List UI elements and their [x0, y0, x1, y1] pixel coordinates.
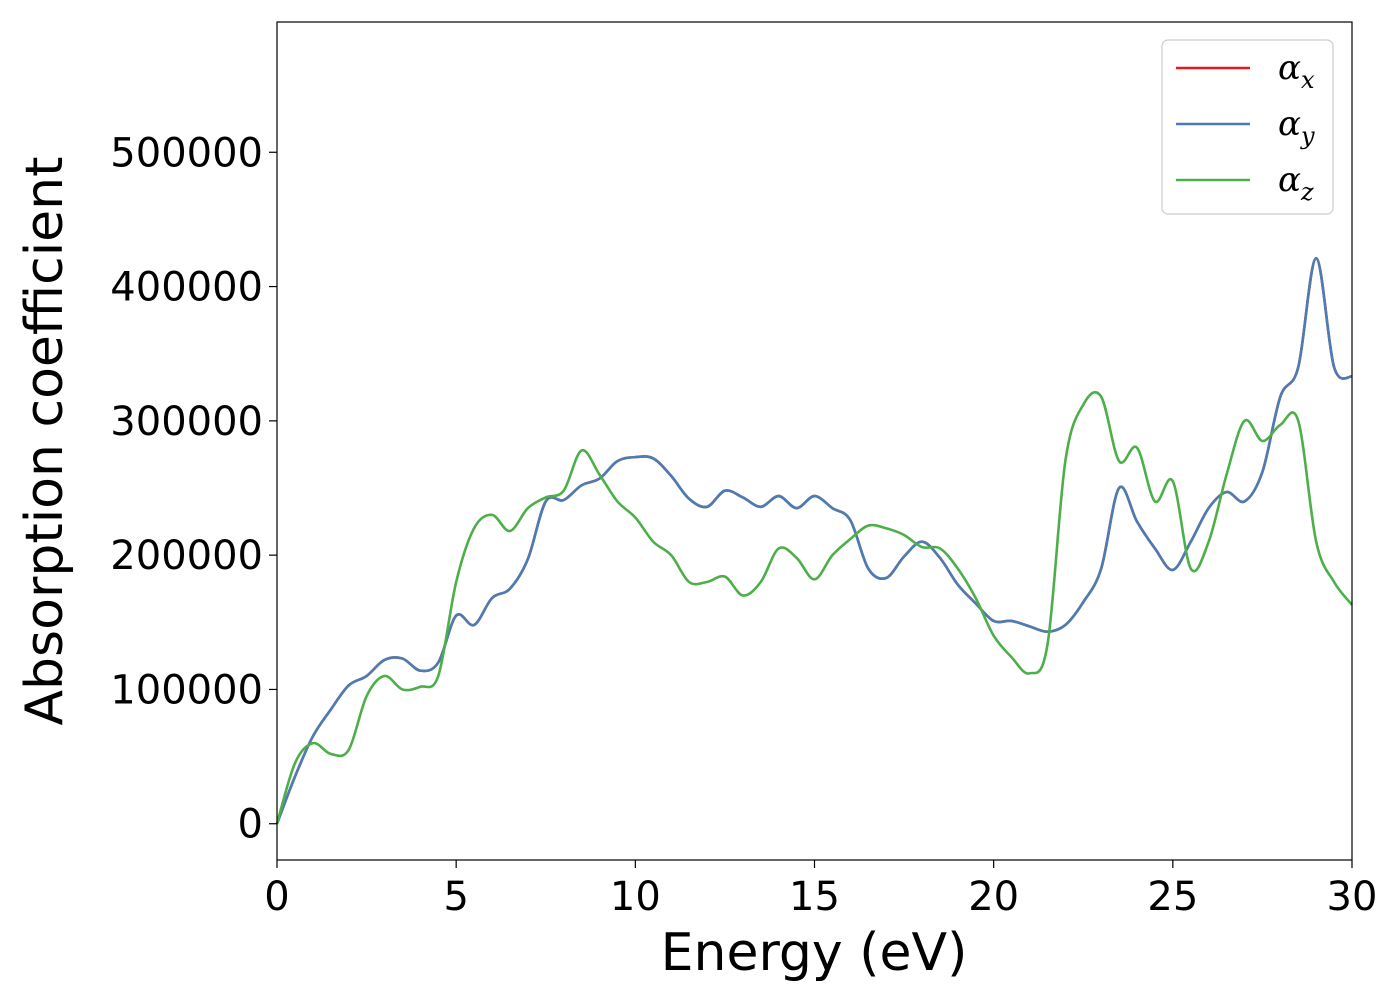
x-tick-label: 15	[789, 874, 840, 920]
y-tick-label: 300000	[110, 399, 263, 445]
x-tick-label: 20	[968, 874, 1019, 920]
x-tick-label: 5	[443, 874, 468, 920]
x-axis-ticks: 0 5 10 15 20 25 30	[264, 860, 1377, 920]
legend-label-x: αx	[1278, 48, 1315, 94]
y-tick-label: 0	[238, 802, 263, 848]
y-axis-title: Absorption coefficient	[15, 156, 75, 725]
y-tick-label: 100000	[110, 667, 263, 713]
x-tick-label: 25	[1147, 874, 1198, 920]
y-tick-label: 200000	[110, 533, 263, 579]
series-line-y	[275, 257, 1353, 825]
legend-label-z: αz	[1278, 160, 1314, 206]
x-tick-label: 0	[264, 874, 289, 920]
y-axis-ticks: 0 100000 200000 300000 400000 500000	[110, 130, 277, 848]
x-tick-label: 10	[610, 874, 661, 920]
legend: αx αy αz	[1161, 39, 1334, 215]
series-line-z	[275, 390, 1354, 825]
x-axis-title: Energy (eV)	[661, 923, 968, 983]
x-tick-label: 30	[1327, 874, 1378, 920]
y-tick-label: 500000	[110, 130, 263, 176]
legend-box	[1161, 39, 1334, 215]
y-tick-label: 400000	[110, 265, 263, 311]
legend-label-y: αy	[1278, 104, 1315, 150]
series-layer	[275, 257, 1354, 825]
